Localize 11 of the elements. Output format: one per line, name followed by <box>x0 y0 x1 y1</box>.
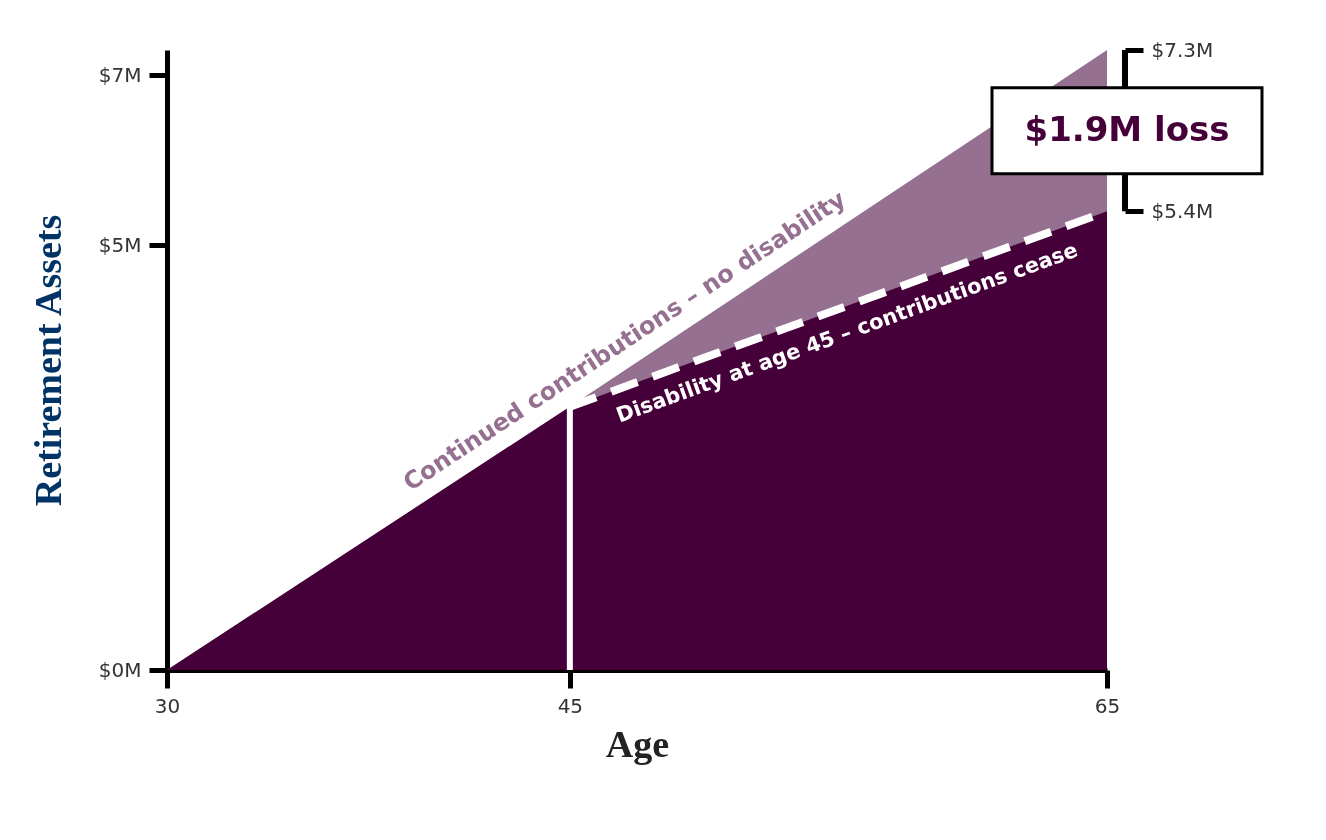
annotation: $1.9M loss <box>1024 108 1230 149</box>
x-tick-label: 65 <box>1094 693 1121 718</box>
x-tick-label: 30 <box>154 693 181 718</box>
x-axis-title: Age <box>605 722 670 765</box>
y-tick-label: $0M <box>98 657 142 682</box>
x-tick-label: 45 <box>557 693 584 718</box>
y2-tick-label: $5.4M <box>1151 198 1214 223</box>
y-tick-label: $5M <box>98 232 142 257</box>
y-tick-label: $7M <box>98 62 142 87</box>
y2-tick-label: $7.3M <box>1151 37 1214 62</box>
y-axis-title: Retirement Assets <box>26 214 69 507</box>
